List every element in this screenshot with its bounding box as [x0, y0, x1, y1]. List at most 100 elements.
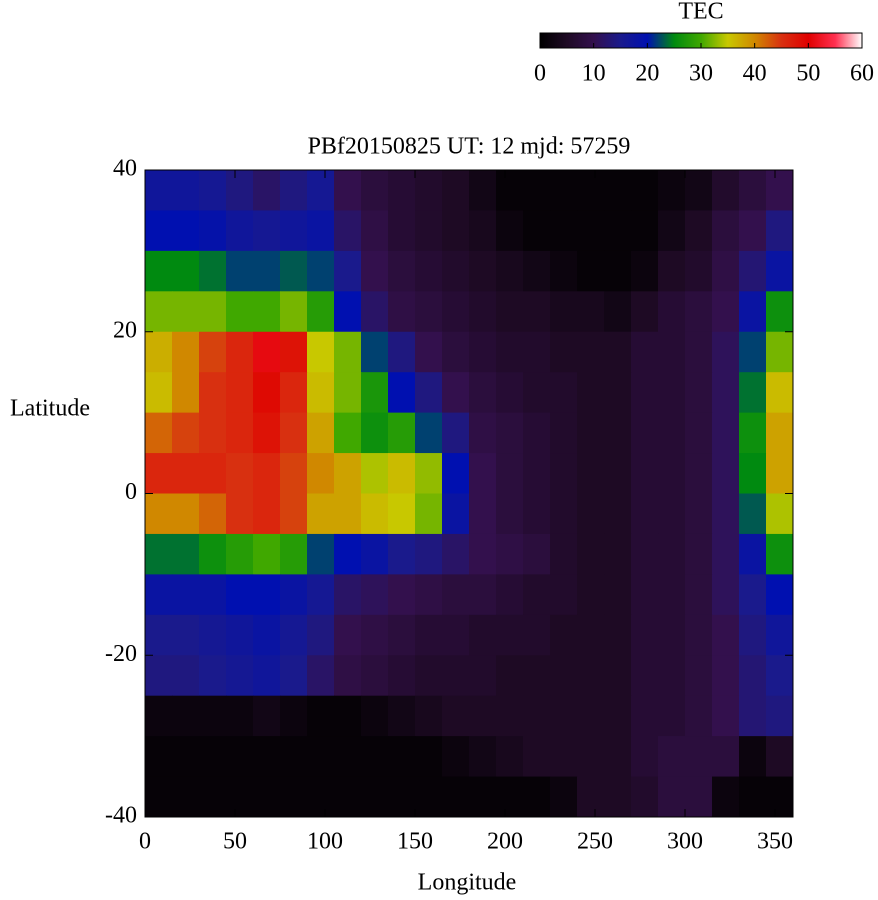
heat-cell	[415, 331, 443, 373]
heat-cell	[253, 736, 281, 778]
heat-cell	[334, 453, 362, 494]
heat-cell	[469, 250, 497, 292]
heat-cell	[712, 453, 740, 494]
heat-cell	[739, 372, 767, 414]
heat-cell	[172, 574, 200, 616]
colorbar-tick-label: 30	[689, 61, 713, 87]
heat-cell	[766, 695, 794, 737]
heat-cell	[226, 453, 254, 494]
heat-cell	[631, 695, 659, 737]
heat-cell	[631, 493, 659, 535]
heat-cell	[334, 493, 362, 535]
heat-cell	[280, 655, 308, 697]
colorbar-tick-label: 40	[743, 61, 767, 87]
heat-cell	[739, 291, 767, 333]
heat-cell	[496, 614, 524, 656]
heat-cell	[307, 776, 335, 818]
heat-cell	[172, 695, 200, 737]
heat-cell	[388, 453, 416, 494]
heat-cell	[361, 210, 389, 252]
heat-cell	[199, 574, 227, 616]
x-axis-label: Longitude	[418, 870, 517, 896]
heat-cell	[577, 614, 605, 656]
heat-cell	[577, 210, 605, 252]
heat-cell	[631, 776, 659, 818]
heat-cell	[442, 372, 470, 414]
heat-cell	[334, 695, 362, 737]
heat-cell	[631, 574, 659, 616]
heat-cell	[334, 170, 362, 211]
heat-cell	[685, 453, 713, 494]
heat-cell	[523, 170, 551, 211]
heat-cell	[334, 533, 362, 575]
heat-cell	[577, 453, 605, 494]
heat-cell	[280, 574, 308, 616]
heat-cell	[145, 412, 173, 454]
heat-cell	[496, 250, 524, 292]
heat-cell	[523, 655, 551, 697]
heat-cell	[604, 250, 632, 292]
heat-cell	[145, 614, 173, 656]
heat-cell	[307, 250, 335, 292]
y-axis-label: Latitude	[10, 396, 90, 422]
heat-cell	[469, 695, 497, 737]
heat-cell	[685, 655, 713, 697]
heat-cell	[523, 493, 551, 535]
heat-cell	[415, 695, 443, 737]
heat-cell	[442, 776, 470, 818]
heat-cell	[739, 170, 767, 211]
heat-cell	[253, 776, 281, 818]
heat-cell	[604, 614, 632, 656]
heat-cell	[388, 250, 416, 292]
heat-cell	[631, 210, 659, 252]
x-tick-label: 100	[307, 829, 343, 855]
heat-cell	[280, 170, 308, 211]
heat-cell	[253, 493, 281, 535]
heat-cell	[334, 655, 362, 697]
heat-cell	[307, 331, 335, 373]
heat-cell	[604, 695, 632, 737]
heat-cell	[469, 736, 497, 778]
heat-cell	[604, 210, 632, 252]
heat-cell	[388, 614, 416, 656]
heat-cell	[712, 250, 740, 292]
heat-cell	[199, 533, 227, 575]
heat-cell	[604, 655, 632, 697]
heat-cell	[550, 493, 578, 535]
heat-cell	[253, 291, 281, 333]
heat-cell	[388, 372, 416, 414]
heat-cell	[550, 453, 578, 494]
heat-cell	[658, 453, 686, 494]
heat-cell	[253, 453, 281, 494]
heat-cell	[523, 210, 551, 252]
heat-cell	[577, 372, 605, 414]
heat-cell	[199, 250, 227, 292]
heat-cell	[307, 736, 335, 778]
heat-cell	[442, 210, 470, 252]
heat-cell	[361, 614, 389, 656]
heat-cell	[550, 655, 578, 697]
heat-cell	[739, 574, 767, 616]
heat-cell	[469, 291, 497, 333]
heat-cell	[469, 170, 497, 211]
colorbar-tick-label: 0	[534, 61, 546, 87]
heat-cell	[496, 493, 524, 535]
heat-cell	[307, 291, 335, 333]
heat-cell	[334, 250, 362, 292]
x-tick-label: 50	[223, 829, 247, 855]
heat-cell	[199, 372, 227, 414]
heat-cell	[307, 372, 335, 414]
heat-cell	[145, 170, 173, 211]
heat-cell	[388, 574, 416, 616]
heat-cell	[415, 210, 443, 252]
heat-cell	[604, 412, 632, 454]
heat-cell	[685, 291, 713, 333]
heat-cell	[712, 372, 740, 414]
heat-cell	[685, 170, 713, 211]
heat-cell	[226, 574, 254, 616]
heat-cell	[226, 170, 254, 211]
heat-cell	[766, 412, 794, 454]
heat-cell	[280, 250, 308, 292]
heat-cell	[685, 493, 713, 535]
heat-cell	[172, 776, 200, 818]
